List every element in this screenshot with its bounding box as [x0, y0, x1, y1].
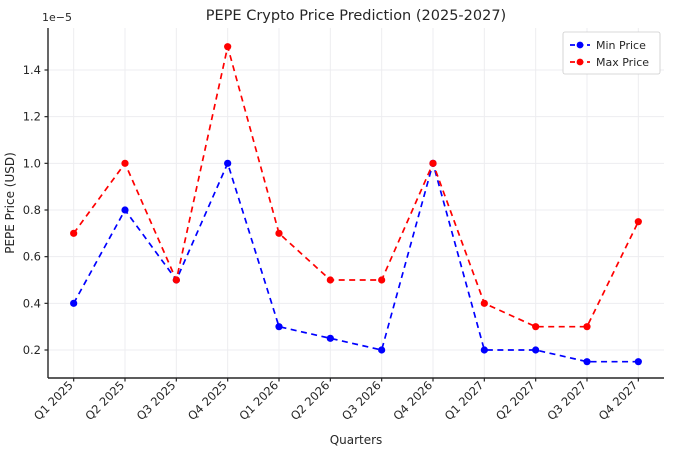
y-tick-label: 0.8: [23, 203, 41, 217]
y-tick-label: 0.6: [23, 250, 41, 264]
data-point: [583, 358, 591, 366]
data-point: [583, 323, 591, 331]
legend-box: [562, 31, 661, 75]
legend-label-min-price: Min Price: [596, 39, 646, 52]
y-tick-label: 0.2: [23, 343, 41, 357]
y-tick-label: 1.2: [23, 110, 41, 124]
data-point: [326, 334, 334, 342]
series-line-min-price: [72, 160, 639, 363]
data-point: [532, 323, 540, 331]
chart-legend[interactable]: Min Price Max Price: [562, 31, 661, 75]
gridlines: [48, 28, 664, 378]
series-line-max-price: [72, 46, 640, 328]
data-point: [480, 346, 488, 354]
legend-marker: [576, 41, 584, 49]
data-point: [378, 346, 386, 354]
axis-spines: [47, 28, 664, 379]
data-point: [224, 159, 232, 167]
data-point: [70, 299, 78, 307]
legend-marker: [576, 58, 584, 66]
data-point: [275, 229, 283, 237]
data-point: [224, 43, 232, 51]
data-point: [480, 299, 488, 307]
data-point: [429, 159, 437, 167]
y-tick-label: 1.4: [23, 63, 41, 77]
y-axis-offset-label: 1e−5: [42, 11, 72, 24]
y-tick-label: 1.0: [23, 156, 41, 170]
data-point: [275, 323, 283, 331]
data-point: [634, 218, 642, 226]
axis-ticks: [44, 69, 639, 382]
data-point: [326, 276, 334, 284]
data-point: [172, 276, 180, 284]
data-point: [121, 206, 129, 214]
legend-label-max-price: Max Price: [596, 56, 649, 69]
y-tick-label: 0.4: [23, 296, 41, 310]
data-point: [70, 229, 78, 237]
data-point: [532, 346, 540, 354]
data-point: [634, 358, 642, 366]
plot-area-background: [48, 28, 664, 378]
data-point: [121, 159, 129, 167]
data-series-layer: [70, 43, 642, 366]
x-axis-label: Quarters: [330, 433, 383, 447]
y-axis-label: PEPE Price (USD): [3, 152, 17, 254]
y-axis-tick-labels: 0.2 0.4 0.6 0.8 1.0 1.2 1.4: [23, 63, 41, 357]
data-point: [378, 276, 386, 284]
chart-title: PEPE Crypto Price Prediction (2025-2027): [206, 8, 506, 24]
